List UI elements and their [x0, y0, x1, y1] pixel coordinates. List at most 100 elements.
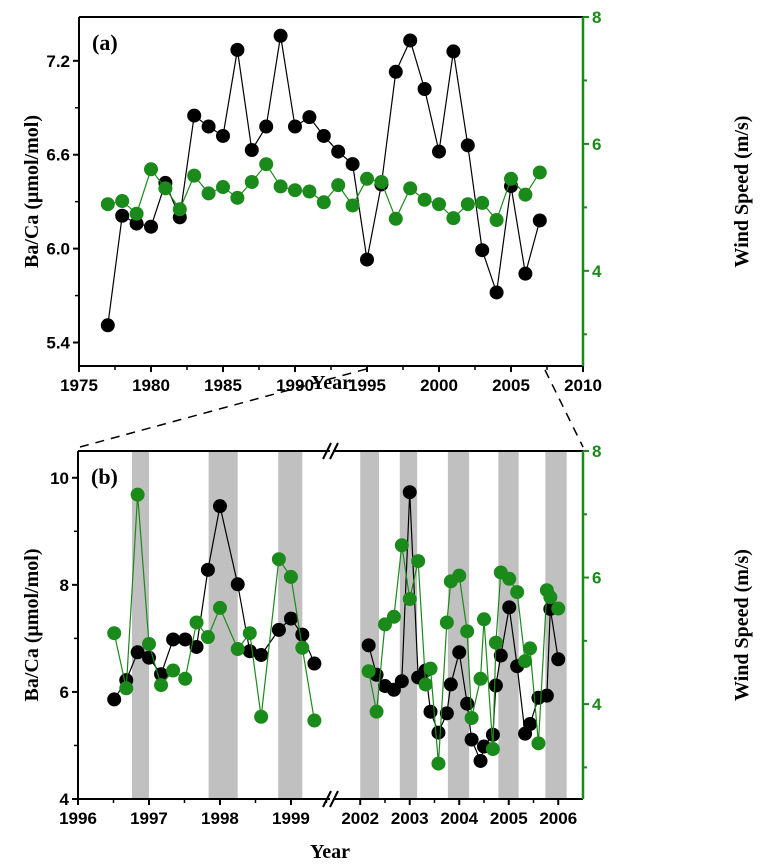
y2-tick-label: 4 [592, 695, 602, 714]
wind-point [271, 552, 286, 567]
wind-point [273, 179, 288, 194]
baca-point [464, 732, 479, 747]
baca-point [361, 638, 376, 653]
baca-point [259, 119, 274, 134]
wind-point [172, 202, 187, 217]
x-tick-label: 2002 [341, 809, 379, 828]
wind-point [476, 612, 491, 627]
wind-point [242, 626, 257, 641]
baca-point [460, 138, 475, 153]
wind-point [418, 677, 433, 692]
panel-a-y-title: Ba/Ca (μmol/mol) [21, 115, 43, 268]
panel-b-y-title: Ba/Ca (μmol/mol) [21, 549, 43, 702]
wind-point [187, 168, 202, 183]
axis-break-mark [329, 790, 339, 808]
wind-point [115, 194, 130, 209]
x-tick-label: 2005 [492, 376, 530, 395]
baca-point [230, 577, 245, 592]
baca-point [307, 656, 322, 671]
wind-point [411, 554, 426, 569]
wind-point [295, 640, 310, 655]
baca-point [302, 110, 317, 125]
shaded-period [545, 451, 567, 799]
baca-point [539, 688, 554, 703]
baca-point [316, 128, 331, 143]
wind-point [130, 487, 145, 502]
x-tick-label: 2005 [490, 809, 528, 828]
x-tick-label: 1985 [204, 376, 242, 395]
wind-point [403, 181, 418, 196]
baca-point [432, 144, 446, 159]
wind-point [394, 538, 409, 553]
baca-point [130, 645, 145, 660]
baca-point [473, 753, 488, 768]
baca-point [518, 266, 533, 281]
panel-a-y2-title: Wind Speed (m/s) [731, 116, 753, 268]
wind-point [369, 704, 384, 719]
baca-point [431, 725, 446, 740]
wind-point [532, 165, 547, 180]
wind-point [388, 211, 403, 226]
baca-point [115, 208, 130, 223]
shaded-period [360, 451, 380, 799]
wind-point [107, 626, 122, 641]
wind-point [360, 171, 374, 186]
wind-point [129, 206, 144, 221]
x-tick-label: 2010 [564, 376, 602, 395]
baca-point [360, 252, 374, 267]
wind-point [531, 736, 546, 751]
baca-point [212, 499, 227, 514]
baca-point [443, 677, 458, 692]
wind-point [475, 195, 490, 210]
baca-point [439, 706, 454, 721]
wind-point [166, 663, 181, 678]
baca-point [178, 632, 193, 647]
baca-point [200, 562, 215, 577]
wind-point [254, 709, 269, 724]
baca-point [331, 144, 346, 159]
y-tick-label: 10 [50, 469, 69, 488]
y-tick-label: 6 [60, 683, 69, 702]
panel-a-x-title: Year [311, 372, 351, 394]
baca-point [446, 44, 461, 59]
baca-point [271, 622, 286, 637]
panel-a: 1975 1980 1985 1990 1995 2000 2005 20105.46.06.… [21, 8, 753, 395]
baca-point [288, 119, 302, 134]
baca-point [417, 81, 432, 96]
baca-point [189, 639, 204, 654]
baca-point [283, 611, 298, 626]
x-tick-label: 1980 [132, 376, 170, 395]
wind-point [518, 187, 533, 202]
wind-point [431, 756, 446, 771]
wind-point [489, 213, 504, 228]
x-tick-label: 2003 [391, 809, 429, 828]
wind-point [374, 174, 389, 189]
y-tick-label: 6.6 [46, 146, 70, 165]
wind-point [488, 635, 503, 650]
wind-point [510, 585, 525, 600]
baca-point [244, 143, 259, 158]
wind-point [331, 178, 346, 193]
panel-a-label: (a) [92, 30, 118, 55]
y-tick-label: 4 [60, 790, 70, 809]
baca-point [403, 33, 418, 48]
wind-point [402, 592, 417, 607]
y-tick-label: 6.0 [46, 240, 70, 259]
x-tick-label: 2004 [440, 809, 478, 828]
baca-point [129, 216, 144, 231]
wind-point [288, 183, 302, 198]
wind-point [543, 590, 558, 605]
baca-point [502, 600, 517, 615]
panel-b-y2-title: Wind Speed (m/s) [731, 549, 753, 701]
x-tick-label: 1997 [130, 809, 168, 828]
wind-point [464, 711, 479, 726]
wind-point [345, 198, 360, 213]
wind-point [417, 192, 432, 207]
wind-point [119, 681, 134, 696]
baca-point [488, 678, 503, 693]
y2-tick-label: 6 [592, 569, 601, 588]
baca-point [452, 645, 467, 660]
baca-point [144, 219, 158, 234]
x-tick-label: 2000 [420, 376, 458, 395]
